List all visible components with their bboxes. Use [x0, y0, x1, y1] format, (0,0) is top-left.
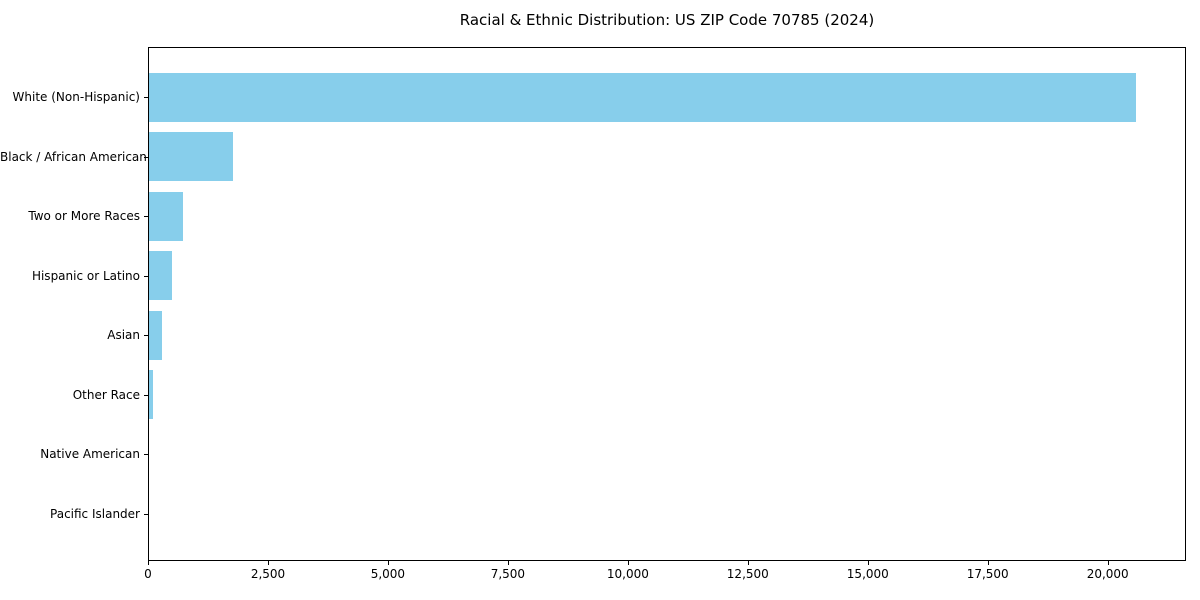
y-tick-label: Black / African American: [0, 149, 147, 164]
x-tick-mark: [747, 561, 749, 565]
x-tick-mark: [1107, 561, 1109, 565]
x-tick-label: 17,500: [966, 567, 1009, 581]
x-tick-mark: [987, 561, 989, 565]
x-tick-label: 5,000: [370, 567, 406, 581]
y-tick-label: Other Race: [72, 387, 140, 402]
x-tick-label: 12,500: [726, 567, 769, 581]
x-tick-label: 10,000: [606, 567, 649, 581]
bar: [149, 310, 163, 360]
x-tick-label: 15,000: [846, 567, 889, 581]
y-tick-mark: [144, 335, 148, 336]
y-tick-label: White (Non-Hispanic): [12, 90, 140, 104]
x-tick-mark: [867, 561, 869, 565]
bar: [149, 132, 233, 182]
x-tick-mark: [268, 561, 269, 565]
bar: [149, 251, 172, 301]
bar: [149, 370, 154, 420]
y-tick-mark: [144, 395, 148, 396]
bar: [149, 191, 184, 241]
x-tick-mark: [387, 561, 389, 565]
y-tick-mark: [144, 157, 148, 158]
y-tick-label: Asian: [107, 328, 140, 343]
y-tick-mark: [144, 97, 148, 98]
y-tick-label: Hispanic or Latino: [31, 268, 140, 283]
x-tick-label: 7,500: [490, 567, 526, 581]
y-tick-label: Pacific Islander: [50, 507, 140, 521]
x-tick-label: 20,000: [1086, 567, 1129, 581]
plot-area: [148, 47, 1186, 561]
x-tick-mark: [627, 561, 629, 565]
y-tick-mark: [144, 216, 148, 217]
y-tick-mark: [144, 276, 148, 277]
x-tick-label: 2,500: [250, 567, 286, 581]
x-tick-mark: [148, 561, 149, 565]
y-tick-mark: [144, 514, 148, 515]
chart-title: Racial & Ethnic Distribution: US ZIP Cod…: [459, 11, 875, 29]
y-tick-label: Two or More Races: [28, 209, 140, 224]
x-tick-label: 0: [144, 567, 152, 581]
x-tick-mark: [507, 561, 509, 565]
y-tick-label: Native American: [40, 447, 140, 462]
y-tick-mark: [144, 454, 148, 455]
bar: [149, 72, 1136, 122]
